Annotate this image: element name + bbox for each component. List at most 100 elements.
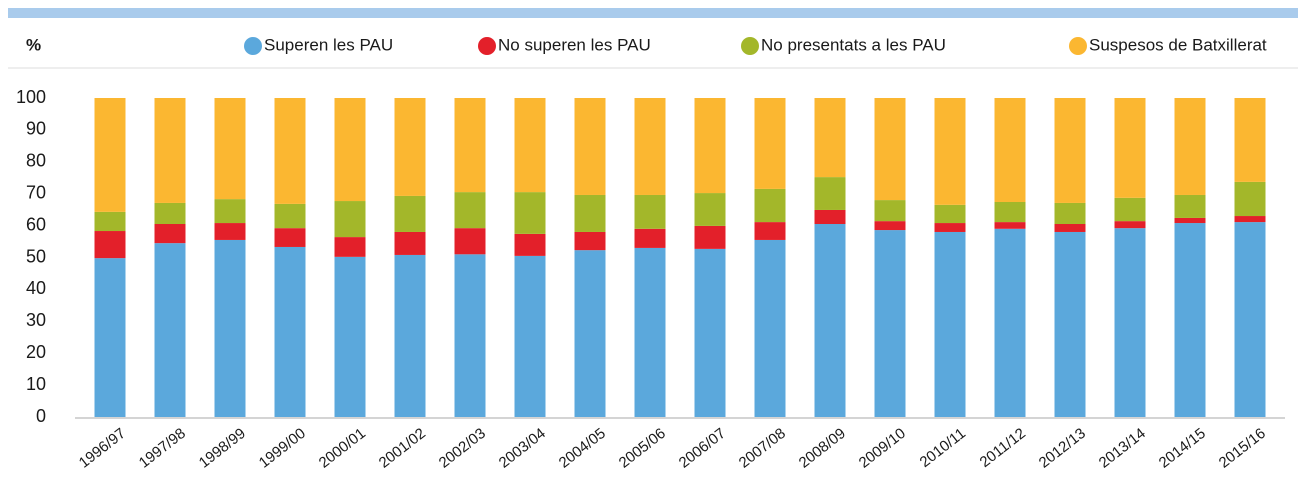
bar-segment [814, 98, 846, 178]
bar-segment [214, 199, 246, 224]
legend-label: Suspesos de Batxillerat [1089, 35, 1267, 54]
bar-segment [874, 221, 906, 231]
bar-segment [334, 201, 366, 238]
legend-label: No presentats a les PAU [761, 35, 946, 54]
bar-segment [994, 98, 1026, 202]
bar-segment [1234, 222, 1266, 417]
bar-segment [514, 192, 546, 234]
x-tick-label: 2010/11 [917, 425, 969, 471]
bar-segment [934, 204, 966, 224]
bar-segment [1114, 221, 1146, 229]
bar-segment [1114, 197, 1146, 222]
bar-segment [814, 224, 846, 417]
bar-segment [1174, 194, 1206, 218]
bar-segment [634, 98, 666, 195]
bar-segment [694, 98, 726, 194]
x-tick-label: 1997/98 [136, 425, 189, 472]
x-tick-label: 2005/06 [616, 425, 669, 472]
bar-segment [1174, 98, 1206, 195]
x-tick-label: 2003/04 [496, 425, 549, 472]
x-tick-label: 2006/07 [676, 425, 729, 472]
bar-segment [274, 246, 306, 417]
bar-segment [334, 98, 366, 202]
bar-segment [1054, 98, 1086, 203]
y-tick-label: 20 [26, 342, 46, 362]
bar-segment [934, 98, 966, 205]
bar-segment [574, 231, 606, 251]
legend-label: No superen les PAU [498, 35, 651, 54]
y-tick-label: 80 [26, 151, 46, 171]
bar-segment [94, 98, 126, 212]
y-tick-label: 30 [26, 310, 46, 330]
bar-segment [934, 231, 966, 417]
x-tick-label: 2012/13 [1036, 425, 1089, 472]
bar-segment [214, 223, 246, 240]
bar-segment [874, 200, 906, 222]
x-tick-label: 2009/10 [856, 425, 909, 472]
y-tick-label: 70 [26, 182, 46, 202]
x-tick-label: 2014/15 [1156, 425, 1209, 472]
bar-segment [394, 231, 426, 255]
bar-segment [634, 228, 666, 248]
legend-swatch [244, 37, 262, 55]
bar-segment [1234, 98, 1266, 182]
y-tick-label: 60 [26, 214, 46, 234]
y-tick-label: 90 [26, 119, 46, 139]
bar-segment [94, 231, 126, 259]
bar-segment [874, 230, 906, 417]
bar-segment [1054, 202, 1086, 225]
bar-segment [874, 98, 906, 201]
bar-segment [154, 98, 186, 203]
bar-segment [634, 194, 666, 229]
bar-segment [1114, 228, 1146, 417]
bar-segment [754, 98, 786, 189]
y-tick-label: 40 [26, 278, 46, 298]
bar-segment [454, 98, 486, 193]
bar-segment [1234, 181, 1266, 217]
bar-segment [214, 239, 246, 417]
bar-segment [334, 237, 366, 257]
bar-segment [814, 177, 846, 210]
legend-swatch [741, 37, 759, 55]
x-tick-label: 2011/12 [977, 425, 1029, 471]
bar-segment [454, 192, 486, 229]
bar-segment [754, 188, 786, 223]
bar-segment [514, 98, 546, 193]
bar-segment [394, 254, 426, 417]
legend-swatch [478, 37, 496, 55]
bar-segment [574, 194, 606, 232]
bar-segment [334, 256, 366, 417]
bar-segment [994, 201, 1026, 223]
header-band [8, 8, 1298, 18]
x-tick-label: 2000/01 [316, 425, 369, 472]
bar-segment [154, 224, 186, 244]
y-tick-label: 0 [36, 406, 46, 426]
bar-segment [694, 248, 726, 417]
x-tick-label: 1998/99 [196, 425, 249, 472]
x-tick-label: 2015/16 [1216, 425, 1269, 472]
bar-segment [394, 195, 426, 232]
bar-segment [1174, 217, 1206, 224]
bar-segment [814, 209, 846, 225]
x-tick-label: 2007/08 [736, 425, 789, 472]
bar-segment [454, 228, 486, 255]
bar-segment [994, 222, 1026, 229]
bar-segment [274, 203, 306, 229]
bar-segment [514, 255, 546, 417]
x-tick-label: 2008/09 [796, 425, 849, 472]
bar-segment [214, 98, 246, 200]
bar-segment [634, 247, 666, 417]
bar-segment [154, 243, 186, 417]
legend-label: Superen les PAU [264, 35, 393, 54]
bar-segment [574, 250, 606, 417]
x-tick-label: 2002/03 [436, 425, 489, 472]
bar-segment [694, 225, 726, 249]
x-tick-label: 2004/05 [556, 425, 609, 472]
bar-segment [754, 222, 786, 240]
bar-segment [454, 254, 486, 417]
bar-segment [514, 233, 546, 256]
bar-segment [1054, 231, 1086, 417]
y-tick-label: 100 [16, 87, 46, 107]
x-tick-label: 1996/97 [76, 425, 129, 472]
y-axis-label: % [26, 35, 41, 54]
